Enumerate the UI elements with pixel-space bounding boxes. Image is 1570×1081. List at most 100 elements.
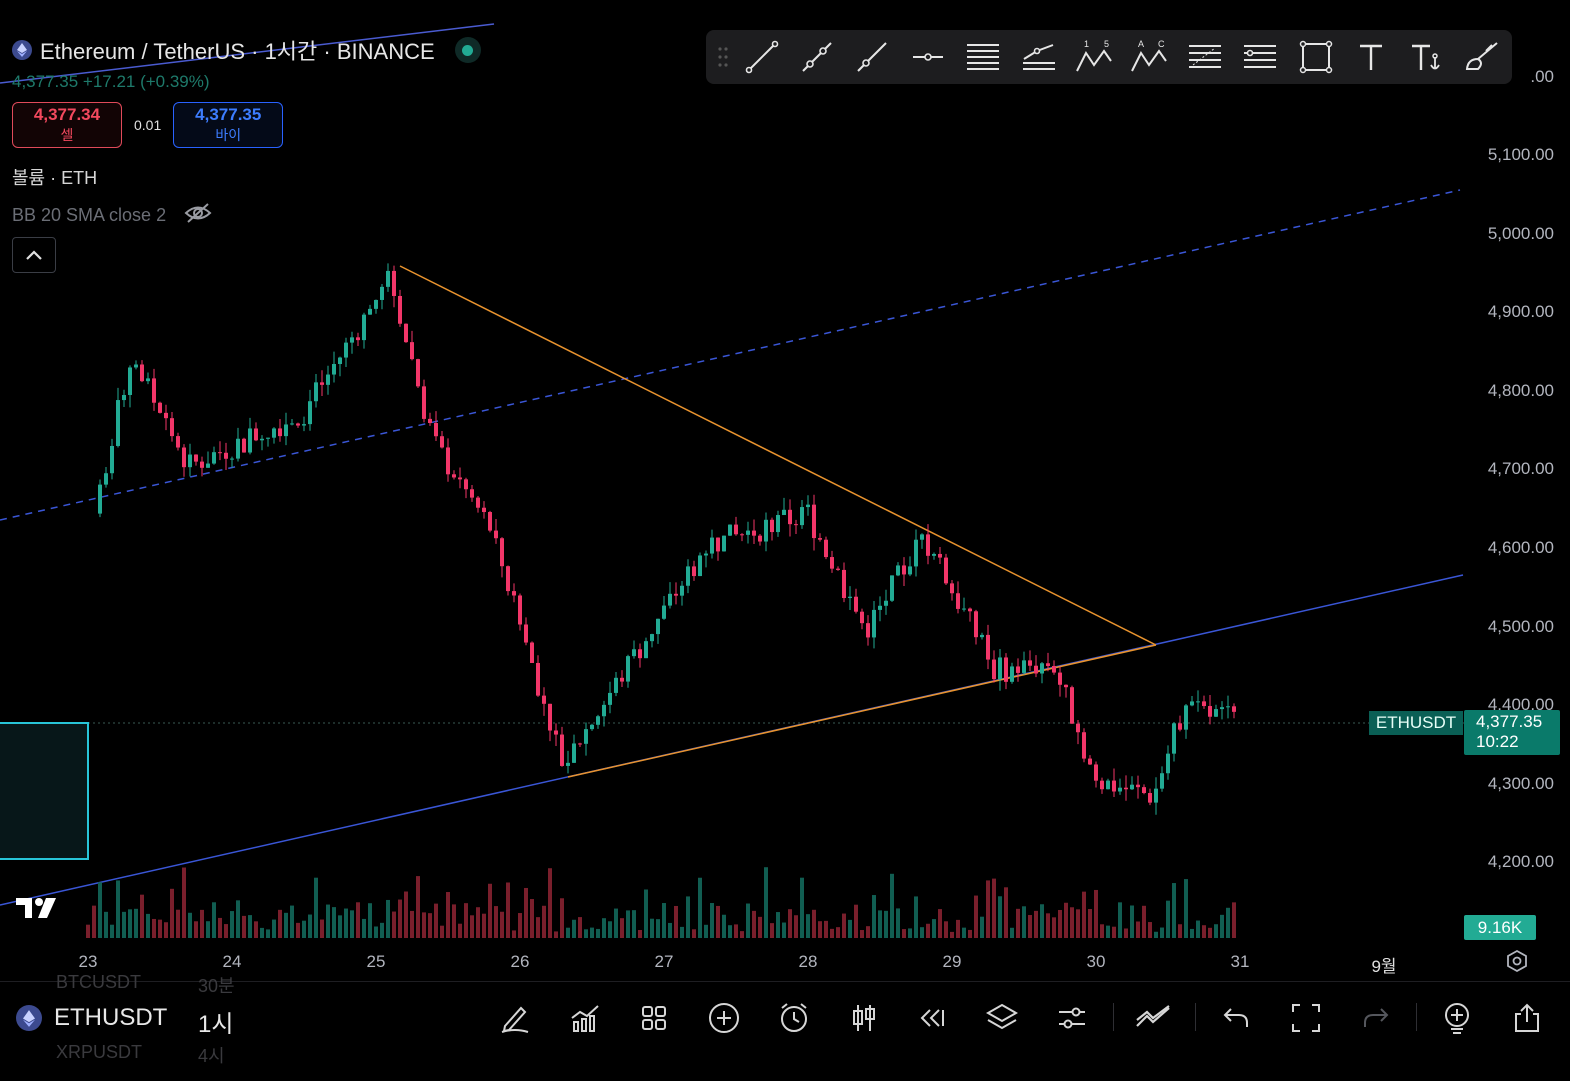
buy-button[interactable]: 4,377.35 바이	[173, 102, 284, 148]
alert-icon[interactable]	[776, 1000, 812, 1036]
sell-button[interactable]: 4,377.34 셀	[12, 102, 122, 148]
ray-icon[interactable]	[789, 30, 844, 84]
volume-bar	[1022, 906, 1026, 938]
replay-icon[interactable]	[914, 1000, 950, 1036]
triangle-upper-line[interactable]	[399, 265, 1157, 646]
ethereum-logo-icon	[16, 1005, 42, 1031]
draw-icon[interactable]	[497, 1000, 533, 1036]
share-icon[interactable]	[1509, 1000, 1545, 1036]
svg-text:5: 5	[1104, 39, 1109, 49]
horizontal-ray-icon[interactable]	[900, 30, 955, 84]
brush-icon[interactable]	[1454, 30, 1509, 84]
volume-bar	[824, 920, 828, 938]
volume-bar	[1184, 879, 1188, 938]
text-icon[interactable]	[1343, 30, 1398, 84]
candle-body	[1052, 665, 1056, 673]
price-axis-label: 4,900.00	[1487, 302, 1554, 321]
buy-price: 4,377.35	[195, 105, 262, 124]
trend-line-icon[interactable]	[734, 30, 789, 84]
volume-bar	[662, 903, 666, 938]
volume-bar	[398, 899, 402, 938]
extended-line-icon[interactable]	[845, 30, 900, 84]
volume-bar	[500, 911, 504, 938]
volume-bar	[212, 902, 216, 938]
candle-body	[956, 593, 960, 609]
volume-indicator-label[interactable]: 볼륨 · ETH	[12, 168, 98, 188]
candle-body	[254, 428, 258, 441]
volume-bar	[860, 930, 864, 938]
collapse-legend-button[interactable]	[12, 237, 56, 273]
candle-body	[302, 424, 306, 426]
time-axis-label: 9월	[1371, 957, 1397, 976]
candle-body	[1118, 787, 1122, 792]
add-icon[interactable]	[706, 1000, 742, 1036]
candle-body	[968, 608, 972, 612]
candle-body	[710, 537, 714, 554]
toolbar-separator	[1113, 1003, 1114, 1031]
volume-bar	[872, 895, 876, 938]
volume-bar	[158, 919, 162, 938]
candle-body	[1034, 665, 1038, 674]
indicators-icon[interactable]	[567, 1000, 603, 1036]
selection-box[interactable]	[0, 722, 89, 860]
candle-body	[1160, 773, 1164, 789]
parallel-channel-icon[interactable]	[956, 30, 1011, 84]
volume-bar	[386, 899, 390, 938]
top-trend-line[interactable]	[0, 23, 495, 84]
volume-bar	[494, 906, 498, 938]
anchored-text-icon[interactable]	[1399, 30, 1454, 84]
candle-body	[206, 463, 210, 468]
volume-bar	[1100, 924, 1104, 938]
volume-bar	[200, 909, 204, 938]
volume-bar	[596, 928, 600, 938]
dashed-channel-line[interactable]	[0, 189, 1461, 521]
candle-body	[776, 515, 780, 533]
candle-body	[308, 401, 312, 425]
rectangle-icon[interactable]	[1288, 30, 1343, 84]
volume-bar	[248, 915, 252, 938]
symbol-header[interactable]: Ethereum / TetherUS · 1시간 · BINANCE	[12, 34, 481, 66]
volume-bar	[770, 923, 774, 938]
symbol-selector[interactable]: ETHUSDT	[16, 1004, 167, 1032]
candle-body	[842, 569, 846, 599]
candle-style-icon[interactable]	[846, 1000, 882, 1036]
redo-icon[interactable]	[1358, 1000, 1394, 1036]
settings-sliders-icon[interactable]	[1054, 1000, 1090, 1036]
chart-canvas[interactable]	[0, 0, 1570, 980]
volume-bar	[332, 907, 336, 938]
triangle-lower-line[interactable]	[567, 644, 1157, 778]
fullscreen-icon[interactable]	[1288, 1000, 1324, 1036]
layers-icon[interactable]	[984, 1000, 1020, 1036]
interval-selector[interactable]: 1시	[198, 1011, 234, 1038]
volume-bar	[188, 912, 192, 938]
volume-bar	[986, 880, 990, 938]
compare-icon[interactable]	[1135, 1000, 1171, 1036]
volume-bar	[1196, 920, 1200, 938]
volume-bar	[974, 895, 978, 938]
pitchfork-icon[interactable]	[1011, 30, 1066, 84]
bar-countdown: 10:22	[1476, 732, 1519, 751]
volume-bar	[1208, 927, 1212, 938]
layouts-icon[interactable]	[636, 1000, 672, 1036]
candle-body	[176, 436, 180, 448]
chart-settings-icon[interactable]	[1505, 949, 1529, 973]
drag-handle-icon[interactable]	[712, 46, 734, 68]
volume-bar	[176, 909, 180, 938]
candle-body	[128, 367, 132, 395]
volume-bar	[884, 910, 888, 938]
fib-extension-icon[interactable]	[1233, 30, 1288, 84]
undo-icon[interactable]	[1218, 1000, 1254, 1036]
bollinger-indicator[interactable]: BB 20 SMA close 2	[12, 202, 212, 229]
candle-body	[662, 605, 666, 619]
price-axis-label: 4,700.00	[1487, 459, 1554, 478]
volume-bar	[686, 896, 690, 938]
fib-retracement-icon[interactable]	[1177, 30, 1232, 84]
market-status-icon[interactable]	[454, 37, 481, 63]
add-alert-icon[interactable]	[1439, 1000, 1475, 1036]
candle-body	[272, 428, 276, 438]
hidden-eye-icon[interactable]	[184, 202, 212, 229]
volume-bar	[506, 882, 510, 938]
